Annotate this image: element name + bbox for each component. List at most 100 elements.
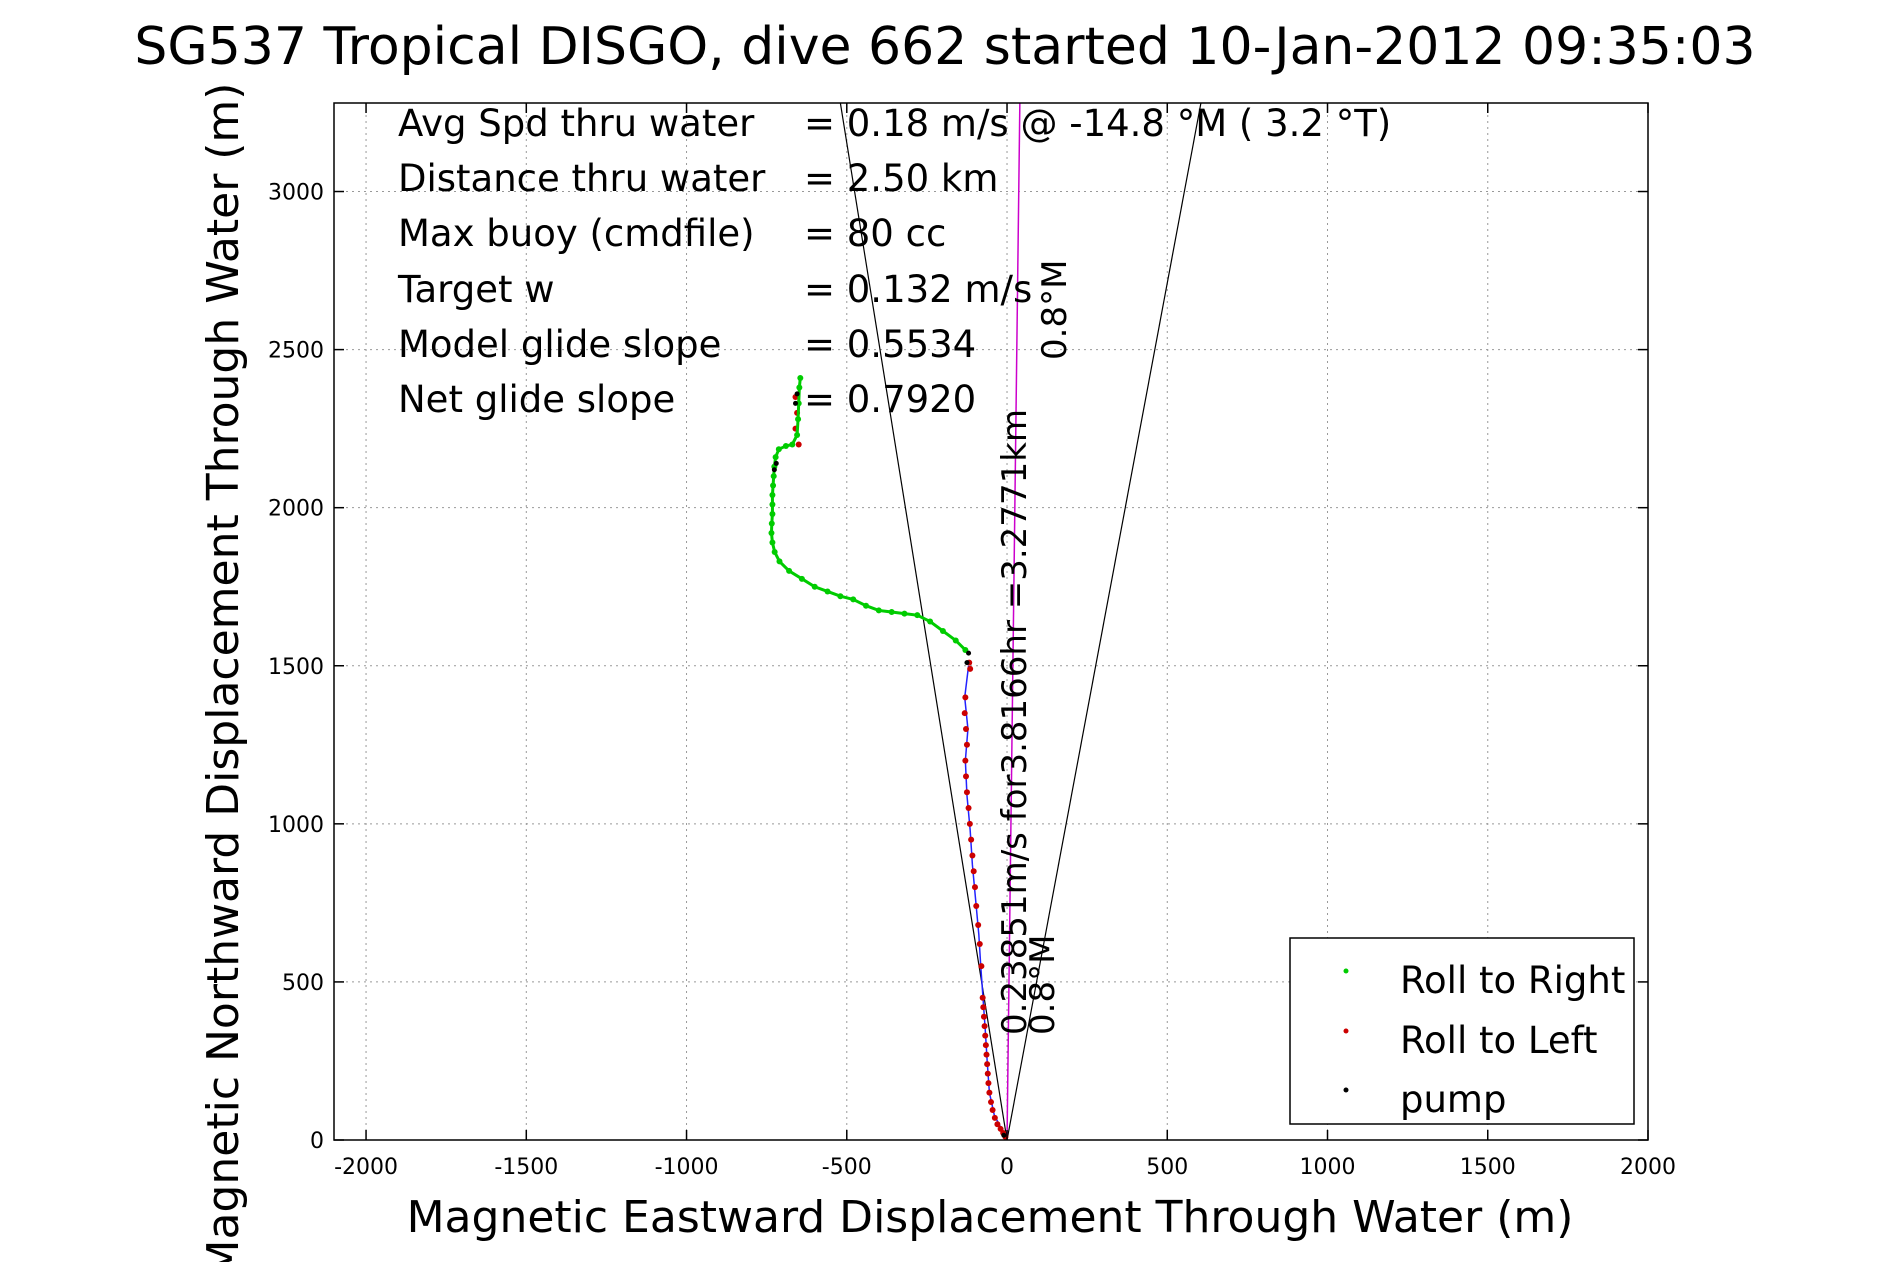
point-roll-to-left xyxy=(986,1089,993,1096)
data-points xyxy=(768,375,1009,1140)
point-roll-to-right xyxy=(772,454,779,461)
point-roll-to-right xyxy=(769,492,776,499)
point-roll-to-right xyxy=(768,529,775,536)
point-roll-to-left xyxy=(988,1099,994,1106)
stat-label-model-glide: Model glide slope xyxy=(398,323,721,366)
point-roll-to-right xyxy=(796,384,803,391)
x-tick-label: -2000 xyxy=(334,1155,398,1180)
point-roll-to-right xyxy=(789,441,796,448)
legend-label-roll-right: Roll to Right xyxy=(1400,959,1625,1002)
x-tick-label: -1000 xyxy=(655,1155,719,1180)
point-roll-to-left xyxy=(982,1032,989,1039)
y-tick-label: 500 xyxy=(282,971,324,996)
point-roll-to-left xyxy=(981,1023,988,1030)
point-roll-to-left xyxy=(989,1106,996,1113)
point-roll-to-right xyxy=(768,520,775,527)
point-roll-to-left xyxy=(967,665,974,672)
point-pump xyxy=(1001,1132,1007,1138)
x-tick-label: -500 xyxy=(822,1155,872,1180)
stats-block: Avg Spd thru water = 0.18 m/s @ -14.8 °M… xyxy=(397,102,1391,421)
point-roll-to-right xyxy=(769,501,776,508)
stat-value-distance: = 2.50 km xyxy=(804,157,998,200)
point-roll-to-right xyxy=(901,610,908,617)
point-roll-to-right xyxy=(769,539,776,546)
point-roll-to-left xyxy=(795,441,802,448)
current-vector-annotation: 0.23851m/s for3.8166hr =3.2771km xyxy=(995,409,1035,1035)
point-roll-to-left xyxy=(968,836,975,843)
point-roll-to-left xyxy=(976,940,983,947)
point-roll-to-right xyxy=(782,443,789,450)
legend-item-roll-right: Roll to Right xyxy=(1343,959,1625,1002)
point-roll-to-right xyxy=(863,602,870,609)
stat-value-net-glide: = 0.7920 xyxy=(804,378,976,421)
point-pump xyxy=(793,400,799,406)
chart-title: SG537 Tropical DISGO, dive 662 started 1… xyxy=(134,17,1755,77)
point-roll-to-right xyxy=(771,548,778,555)
point-roll-to-right xyxy=(775,446,782,453)
point-roll-to-right xyxy=(939,627,946,634)
cone-line xyxy=(1006,102,1202,1141)
point-pump xyxy=(966,650,972,656)
point-roll-to-right xyxy=(794,431,801,438)
point-roll-to-right xyxy=(837,593,844,600)
point-roll-to-left xyxy=(978,963,985,970)
stat-label-target-w: Target w xyxy=(397,268,555,311)
legend-marker-pump xyxy=(1343,1087,1349,1093)
point-roll-to-right xyxy=(770,482,777,489)
point-roll-to-left xyxy=(983,1051,990,1058)
point-roll-to-left xyxy=(962,757,969,764)
y-tick-label: 1500 xyxy=(268,655,324,680)
legend-marker-roll-left xyxy=(1343,1028,1349,1034)
point-roll-to-left xyxy=(963,741,970,748)
point-roll-to-left xyxy=(963,789,970,796)
point-roll-to-right xyxy=(795,416,802,423)
point-roll-to-left xyxy=(961,710,968,717)
point-roll-to-right xyxy=(914,612,921,619)
stat-label-max-buoy: Max buoy (cmdfile) xyxy=(398,212,755,255)
point-roll-to-left xyxy=(991,1114,998,1121)
point-roll-to-left xyxy=(994,1121,1001,1128)
point-roll-to-right xyxy=(786,567,793,574)
point-roll-to-right xyxy=(776,558,783,565)
point-roll-to-left xyxy=(973,903,980,910)
point-roll-to-left xyxy=(997,1125,1004,1132)
y-tick-label: 2500 xyxy=(268,339,324,364)
point-roll-to-right xyxy=(875,607,882,614)
point-roll-to-left xyxy=(980,1004,987,1011)
point-roll-to-left xyxy=(980,1013,987,1020)
x-tick-label: 1000 xyxy=(1300,1155,1356,1180)
x-axis-label: Magnetic Eastward Displacement Through W… xyxy=(407,1192,1574,1243)
stat-label-distance: Distance thru water xyxy=(398,157,766,200)
point-roll-to-left xyxy=(984,1070,991,1077)
point-roll-to-left xyxy=(971,884,978,891)
point-roll-to-right xyxy=(888,609,895,616)
point-roll-to-left xyxy=(975,922,982,929)
point-pump xyxy=(794,391,800,397)
point-pump xyxy=(771,467,777,473)
stat-value-target-w: = 0.132 m/s xyxy=(804,268,1032,311)
point-roll-to-left xyxy=(962,694,969,701)
point-roll-to-right xyxy=(850,596,857,603)
point-roll-to-left xyxy=(963,725,970,732)
x-tick-label: 500 xyxy=(1146,1155,1188,1180)
legend-item-roll-left: Roll to Left xyxy=(1343,1019,1598,1062)
legend-item-pump: pump xyxy=(1343,1078,1506,1121)
point-roll-to-right xyxy=(824,588,831,595)
point-roll-to-left xyxy=(979,994,986,1001)
stat-value-max-buoy: = 80 cc xyxy=(804,212,946,255)
legend-label-roll-left: Roll to Left xyxy=(1400,1019,1598,1062)
point-pump xyxy=(964,660,970,666)
stat-label-avg-spd: Avg Spd thru water xyxy=(398,102,755,145)
point-roll-to-left xyxy=(963,773,970,780)
axes-box xyxy=(333,102,1649,1141)
point-roll-to-right xyxy=(927,618,934,625)
legend-label-pump: pump xyxy=(1400,1078,1506,1121)
point-roll-to-left xyxy=(965,805,972,812)
legend-marker-roll-right xyxy=(1343,968,1349,974)
point-roll-to-left xyxy=(984,1061,991,1068)
point-roll-to-left xyxy=(966,820,973,827)
ticks: -2000 -1500 -1000 -500 0 500 1000 1500 2000 0 500 1… xyxy=(268,103,1676,1180)
x-tick-label: 2000 xyxy=(1620,1155,1676,1180)
point-roll-to-left xyxy=(969,852,976,859)
